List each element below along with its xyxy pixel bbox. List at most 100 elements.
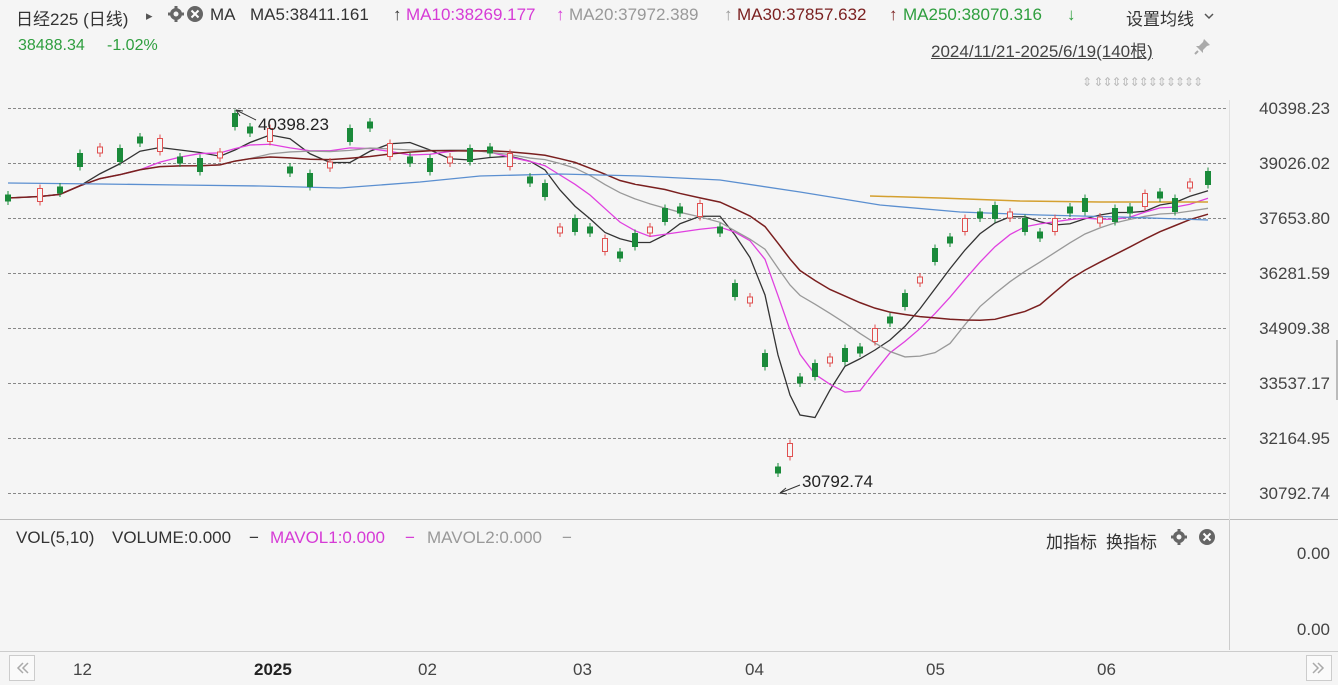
candlestick — [5, 191, 11, 205]
x-tick-label: 05 — [926, 660, 945, 679]
vol-dash: − — [249, 528, 259, 547]
candlestick — [407, 153, 413, 167]
candlestick — [97, 143, 103, 157]
x-tick-label: 06 — [1097, 660, 1116, 679]
candlestick — [307, 169, 313, 191]
candlestick — [775, 463, 781, 477]
candlestick — [1127, 203, 1133, 217]
y-tick-label: 37653.80 — [1259, 209, 1330, 228]
candlestick — [1157, 188, 1163, 202]
candlestick — [557, 223, 563, 237]
candlestick — [247, 123, 253, 137]
ma10-arrow: ↑ — [556, 5, 565, 24]
date-range[interactable]: 2024/11/21-2025/6/19(140根) — [931, 42, 1153, 61]
candlestick — [542, 179, 548, 201]
candlestick — [347, 124, 353, 146]
vol-close-icon[interactable] — [1198, 528, 1216, 551]
vol-gear-icon[interactable] — [1170, 528, 1188, 551]
candlestick — [387, 139, 393, 161]
ma30-value: MA30:37857.632 — [737, 5, 867, 24]
candlestick — [632, 229, 638, 251]
switch-indicator-button[interactable]: 换指标 — [1106, 533, 1157, 552]
high-arrow — [235, 109, 257, 121]
candlestick — [117, 144, 123, 166]
candlestick — [467, 144, 473, 166]
candlestick — [217, 148, 223, 162]
candlestick — [367, 118, 373, 132]
candlestick — [77, 149, 83, 171]
ma-close-icon[interactable] — [186, 5, 204, 28]
candlestick — [57, 183, 63, 197]
candlestick — [137, 133, 143, 147]
candlestick — [762, 349, 768, 371]
y-tick-label: 33537.17 — [1259, 374, 1330, 393]
vol-y-tick: 0.00 — [1296, 620, 1330, 639]
ma20-value: MA20:37972.389 — [569, 5, 699, 24]
candlestick — [587, 223, 593, 237]
candlestick — [1082, 194, 1088, 216]
candlestick — [327, 158, 333, 172]
scroll-right-icon[interactable] — [1306, 655, 1332, 681]
candlestick — [487, 143, 493, 157]
x-tick-label: 2025 — [254, 660, 292, 679]
y-tick-label: 30792.74 — [1259, 484, 1330, 503]
scroll-left-icon[interactable] — [9, 655, 35, 681]
chevron-down-icon[interactable] — [1203, 9, 1215, 27]
y-tick-label: 34909.38 — [1259, 319, 1330, 338]
set-ma-button[interactable]: 设置均线 — [1126, 10, 1194, 29]
mavol2-dash: − — [562, 528, 572, 547]
add-indicator-button[interactable]: 加指标 — [1046, 533, 1097, 552]
candlestick — [857, 343, 863, 357]
candlestick — [992, 201, 998, 223]
y-tick-label: 39026.02 — [1259, 154, 1330, 173]
candlestick — [677, 203, 683, 217]
candlestick — [787, 439, 793, 461]
x-tick-label: 04 — [745, 660, 764, 679]
candlestick — [697, 199, 703, 221]
candlestick — [872, 324, 878, 346]
candlestick — [797, 373, 803, 387]
candlestick — [932, 244, 938, 266]
ma250-arrow: ↓ — [1067, 5, 1076, 24]
chart-title[interactable]: 日经225 (日线) — [16, 10, 129, 29]
title-expand-icon[interactable]: ▸ — [146, 8, 153, 23]
low-annotation: 30792.74 — [802, 472, 873, 491]
vol-title: VOL(5,10) — [16, 528, 95, 547]
candlestick — [917, 273, 923, 287]
candlestick — [1187, 178, 1193, 192]
candlestick — [1172, 194, 1178, 216]
ma5-line — [7, 134, 1209, 419]
candlestick — [37, 184, 43, 206]
ma30-arrow: ↑ — [889, 5, 898, 24]
x-tick-label: 12 — [73, 660, 92, 679]
candlestick — [1205, 167, 1211, 189]
candlestick — [427, 154, 433, 176]
candlestick — [617, 248, 623, 262]
volume-value: VOLUME:0.000 — [112, 528, 232, 547]
ma-label: MA — [210, 5, 236, 24]
pin-icon[interactable] — [1194, 37, 1212, 60]
candlestick — [717, 223, 723, 237]
long-ma-line — [7, 173, 1209, 221]
ma250-value: MA250:38070.316 — [903, 5, 1042, 24]
ma-settings-gear-icon[interactable] — [167, 5, 185, 28]
toolbar-glyphs[interactable]: ⇕ ⇕⇕⇕⇕⇕⇕⇕⇕⇕⇕⇕⇕ — [1082, 75, 1203, 89]
candlestick — [267, 124, 273, 146]
candlestick — [812, 359, 818, 381]
candlestick — [1037, 228, 1043, 242]
candlestick — [662, 204, 668, 226]
ma5-value: MA5:38411.161 — [250, 5, 369, 24]
ma5-arrow: ↑ — [393, 5, 402, 24]
price-chart[interactable] — [0, 95, 1230, 515]
x-tick-label: 03 — [573, 660, 592, 679]
price-change: -1.02% — [107, 37, 158, 54]
candlestick — [1142, 189, 1148, 211]
candlestick — [447, 153, 453, 167]
candlestick — [507, 149, 513, 171]
y-tick-label: 32164.95 — [1259, 429, 1330, 448]
candlestick — [887, 313, 893, 327]
candlestick — [287, 163, 293, 177]
x-tick-label: 02 — [418, 660, 437, 679]
ma20-arrow: ↑ — [724, 5, 733, 24]
vol-y-tick: 0.00 — [1296, 544, 1330, 563]
